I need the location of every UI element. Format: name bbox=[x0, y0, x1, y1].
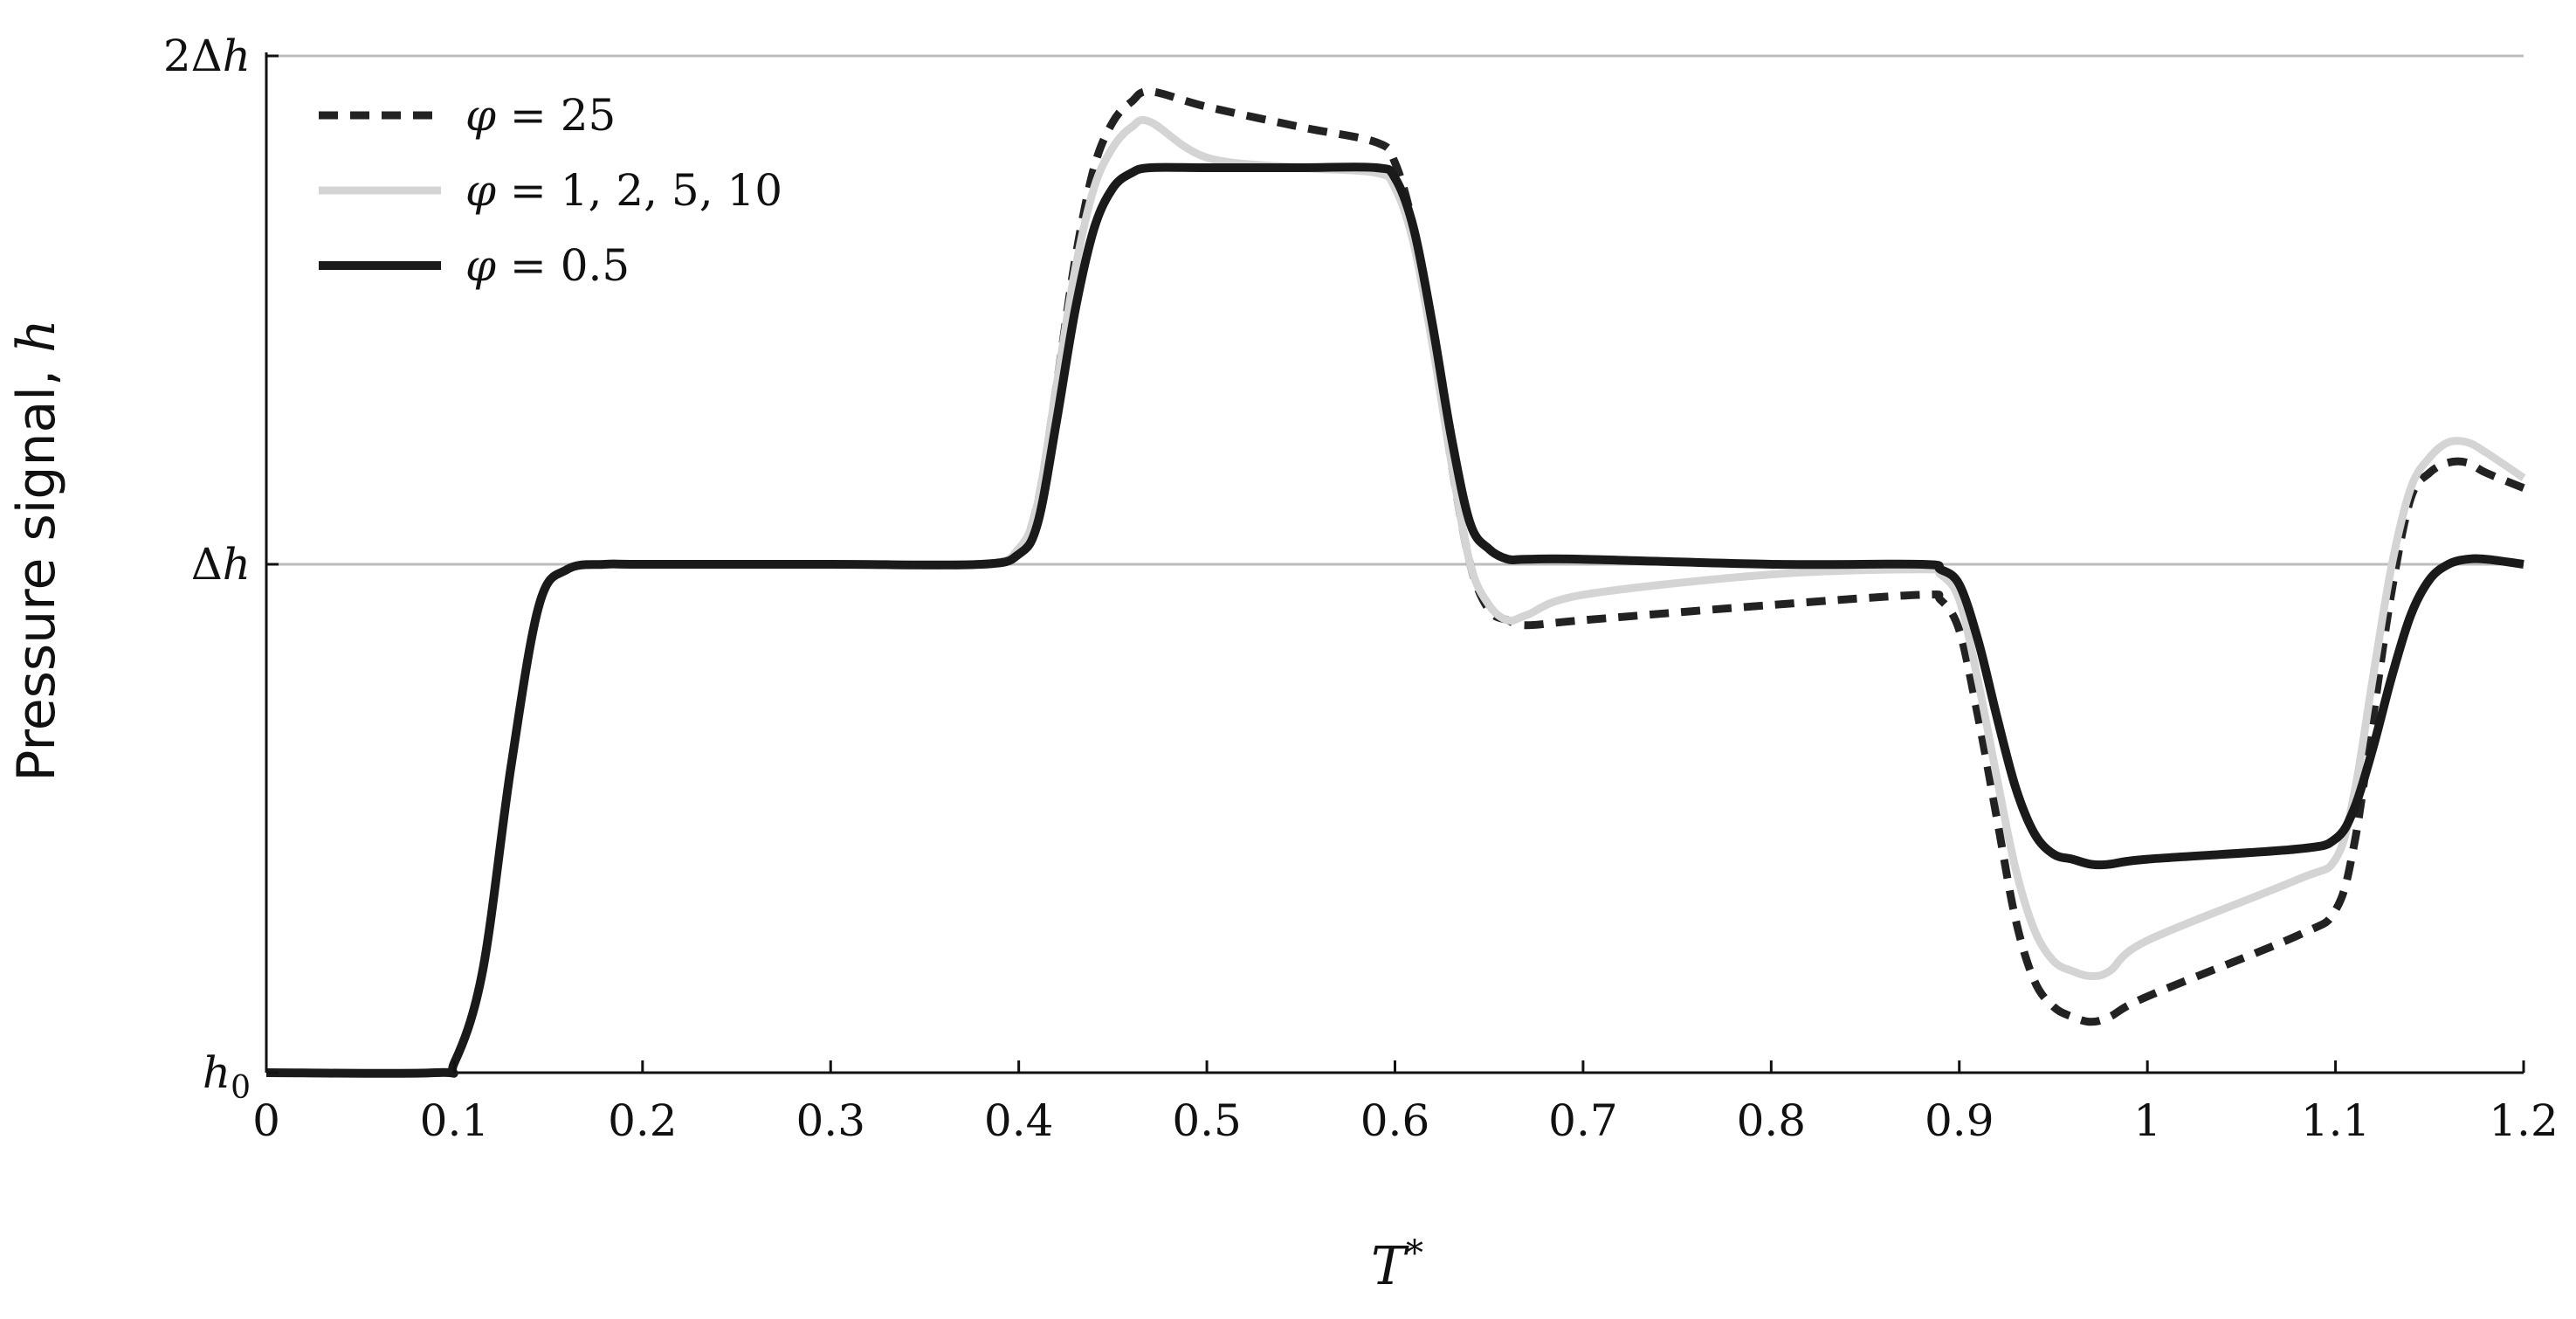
x-tick-label-10: 1 bbox=[2133, 1095, 2161, 1146]
legend-label-2: φ = 0.5 bbox=[465, 240, 630, 291]
y-tick-label-1: Δh bbox=[191, 539, 251, 590]
series-layer bbox=[265, 87, 2526, 1078]
series-line-2 bbox=[265, 162, 2524, 1078]
x-tick-label-12: 1.2 bbox=[2489, 1095, 2559, 1146]
y-tick-label-2: 2Δh bbox=[163, 31, 251, 81]
legend: φ = 25 φ = 1, 2, 5, 10 φ = 0.5 bbox=[319, 90, 782, 291]
tick-layer: 0 0.1 0.2 0.3 0.4 0.5 0.6 0.7 0.8 0.9 1 1.1 1.2 h0 Δh 2… bbox=[163, 31, 2559, 1146]
x-tick-label-4: 0.4 bbox=[984, 1095, 1054, 1146]
x-tick-label-9: 0.9 bbox=[1925, 1095, 1994, 1146]
x-tick-label-2: 0.2 bbox=[608, 1095, 678, 1146]
x-tick-label-1: 0.1 bbox=[420, 1095, 490, 1146]
y-tick-label-0: h0 bbox=[203, 1047, 251, 1106]
x-axis-title: T* bbox=[1371, 1233, 1423, 1297]
x-tick-label-5: 0.5 bbox=[1172, 1095, 1242, 1146]
x-tick-label-6: 0.6 bbox=[1360, 1095, 1430, 1146]
x-tick-label-11: 1.1 bbox=[2301, 1095, 2371, 1146]
legend-label-1: φ = 1, 2, 5, 10 bbox=[465, 165, 782, 216]
y-axis-title: Pressure signal, h bbox=[6, 319, 67, 782]
x-tick-label-3: 0.3 bbox=[796, 1095, 865, 1146]
x-tick-label-0: 0 bbox=[252, 1095, 280, 1146]
legend-label-0: φ = 25 bbox=[465, 90, 616, 141]
x-tick-label-7: 0.7 bbox=[1548, 1095, 1618, 1146]
x-tick-label-8: 0.8 bbox=[1737, 1095, 1807, 1146]
